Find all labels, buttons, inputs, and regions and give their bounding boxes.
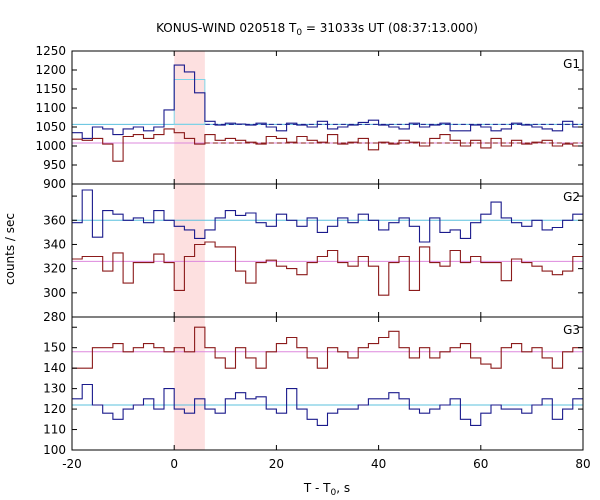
x-axis-label-main: T - T xyxy=(303,481,331,495)
y-tick-label: 100 xyxy=(43,443,66,457)
plot-layer: 900950100010501100115012001250G128030032… xyxy=(35,44,590,471)
x-axis-label: T - T0, s xyxy=(303,481,350,498)
highlight-interval xyxy=(174,51,205,450)
y-tick-label: 950 xyxy=(43,158,66,172)
panel-g1: 900 950 1000 1050 1100 1150 1200 1250 G1 xyxy=(35,44,584,191)
step-series-hard xyxy=(72,64,583,139)
x-axis-label-subscript: 0 xyxy=(331,488,337,498)
step-series-hard xyxy=(72,189,583,243)
y-tick-label: 1050 xyxy=(35,120,66,134)
y-tick-label: 320 xyxy=(43,262,66,276)
y-axis-label: counts / sec xyxy=(3,213,17,285)
panel-frame xyxy=(71,50,584,185)
y-tick-label: 150 xyxy=(43,341,66,355)
panel-label: G3 xyxy=(563,323,580,337)
panel-frame xyxy=(71,316,584,451)
y-tick-label: 340 xyxy=(43,237,66,251)
x-tick-label: 80 xyxy=(575,457,590,471)
step-series-hard xyxy=(72,383,583,426)
y-tick-label: 1100 xyxy=(35,101,66,115)
x-axis-label-rest: , s xyxy=(336,481,350,495)
y-tick-label: 300 xyxy=(43,286,66,300)
y-tick-label: 1200 xyxy=(35,63,66,77)
panel-label: G2 xyxy=(563,190,580,204)
y-tick-label: 900 xyxy=(43,177,66,191)
y-tick-label: 130 xyxy=(43,382,66,396)
y-tick-label: 140 xyxy=(43,361,66,375)
x-tick-label: 40 xyxy=(371,457,386,471)
panel-label: G1 xyxy=(563,57,580,71)
x-tick-label: -20 xyxy=(62,457,82,471)
y-tick-label: 1000 xyxy=(35,139,66,153)
panel-g2: 280 300 320 340 360 G2 xyxy=(43,183,584,324)
y-tick-label: 1150 xyxy=(35,82,66,96)
figure-title-rest: = 31033s UT (08:37:13.000) xyxy=(302,21,478,35)
x-tick-label: 0 xyxy=(170,457,178,471)
step-series-soft xyxy=(72,128,583,162)
figure-title: KONUS-WIND 020518 T0 = 31033s UT (08:37:… xyxy=(156,21,478,38)
x-tick-label: 20 xyxy=(269,457,284,471)
y-tick-label: 110 xyxy=(43,423,66,437)
y-tick-label: 360 xyxy=(43,213,66,227)
panel-g3: 100 110 120 130 140 150 G3 xyxy=(43,316,584,457)
y-tick-label: 1250 xyxy=(35,44,66,58)
y-tick-label: 280 xyxy=(43,310,66,324)
figure-title-subscript: 0 xyxy=(296,28,302,38)
y-tick-label: 120 xyxy=(43,402,66,416)
step-series-soft xyxy=(72,326,583,369)
step-series-soft xyxy=(72,241,583,296)
x-tick-label: 60 xyxy=(473,457,488,471)
figure-title-main: KONUS-WIND 020518 T xyxy=(156,21,297,35)
